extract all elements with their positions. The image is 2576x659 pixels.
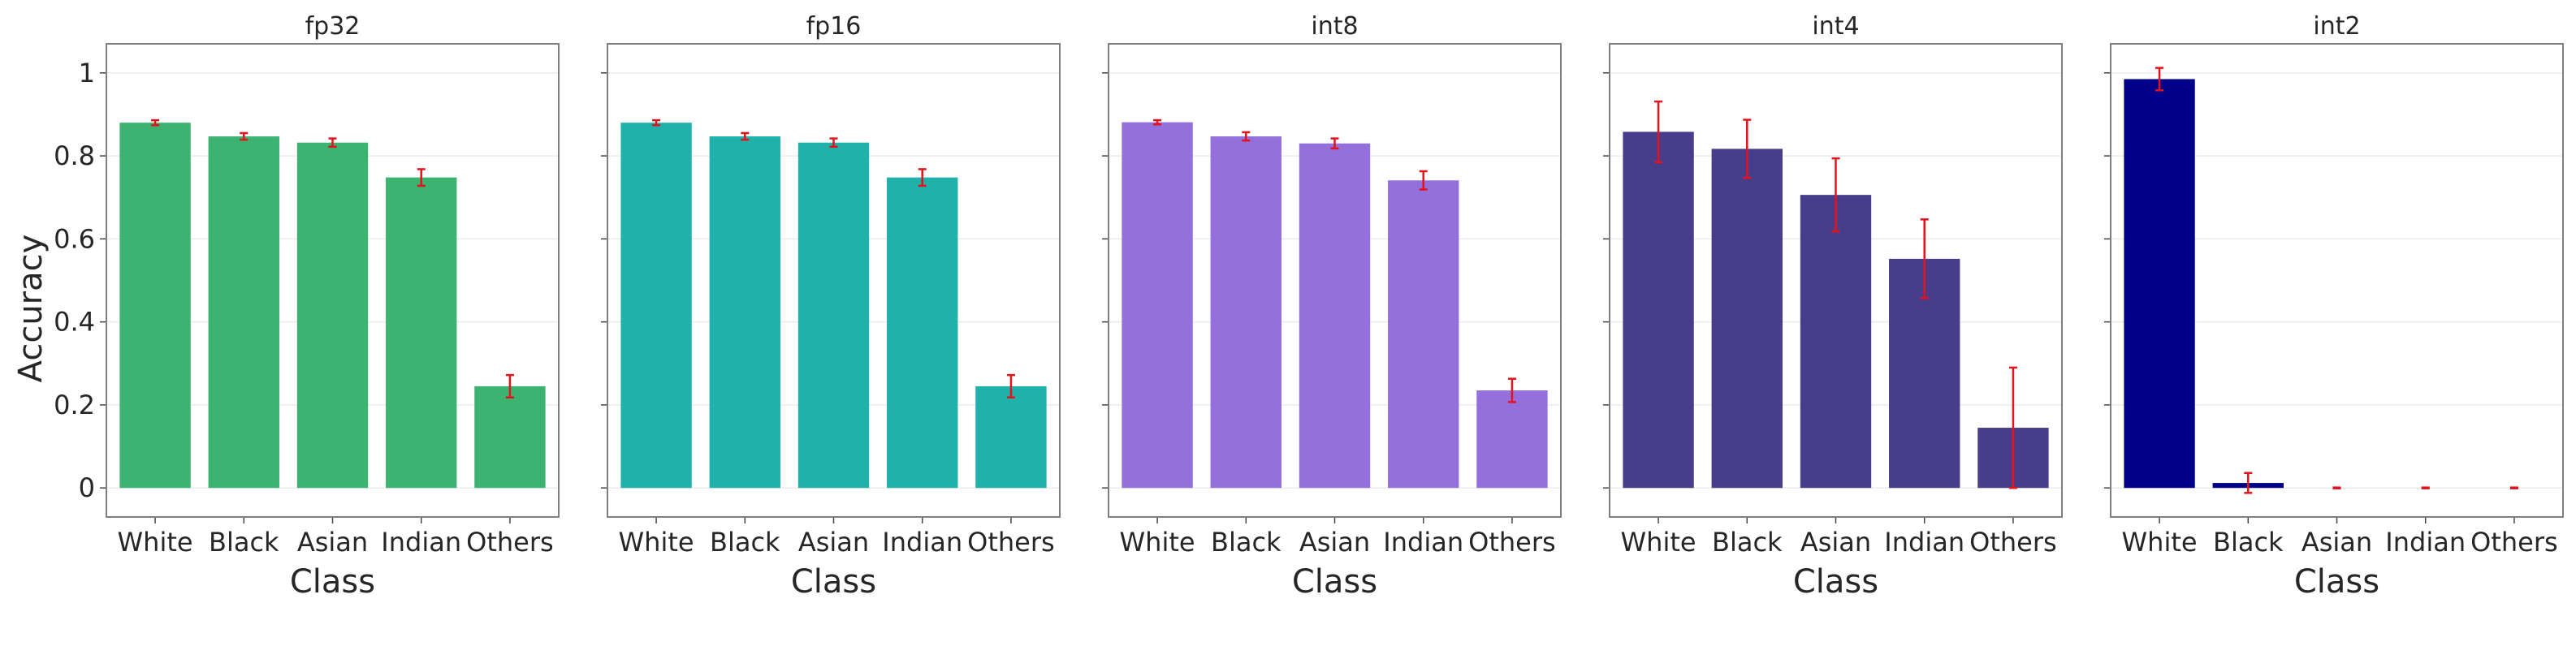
bar-black xyxy=(709,136,780,489)
panel-title: int8 xyxy=(1311,12,1358,41)
bar-others xyxy=(1476,390,1548,489)
x-tick-label: Others xyxy=(1468,527,1556,558)
x-tick-label: Asian xyxy=(2302,527,2372,558)
x-tick-label: Black xyxy=(2213,527,2284,558)
chart-panel-fp16: White Black Asian Indian Others fp16 Class xyxy=(601,12,1061,601)
bar-black xyxy=(1711,149,1783,489)
x-axis-label: Class xyxy=(2294,563,2379,601)
bar-white xyxy=(119,123,191,489)
x-axis-label: Class xyxy=(1292,563,1377,601)
plot-frame xyxy=(2110,43,2564,518)
bar-white xyxy=(1623,131,1694,489)
bar-others xyxy=(474,385,546,489)
bar-white xyxy=(1122,122,1193,489)
x-axis-label: Class xyxy=(290,563,375,601)
bar-white xyxy=(620,123,692,489)
bar-indian xyxy=(887,177,958,489)
x-tick-label: Black xyxy=(209,527,279,558)
bar-asian xyxy=(1800,195,1872,489)
x-axis-label: Class xyxy=(1793,563,1878,601)
x-tick-label: Black xyxy=(710,527,780,558)
bar-asian xyxy=(797,142,870,489)
bar-white xyxy=(2124,79,2195,489)
panel-title: fp32 xyxy=(305,12,361,41)
x-tick-label: Others xyxy=(466,527,554,558)
x-tick-label: Asian xyxy=(1800,527,1871,558)
bar-indian xyxy=(1388,180,1459,489)
bar-asian xyxy=(1299,143,1371,489)
bar-asian xyxy=(296,142,369,489)
y-tick-label: 0.4 xyxy=(54,307,95,338)
bar-black xyxy=(1210,136,1282,489)
panel-title: int2 xyxy=(2313,12,2360,41)
x-tick-label: Indian xyxy=(381,527,461,558)
chart-panel-int8: White Black Asian Indian Others int8 Class xyxy=(1102,12,1562,601)
bar-others xyxy=(975,385,1047,489)
y-tick-label: 0 xyxy=(79,472,95,503)
x-tick-label: Others xyxy=(2470,527,2558,558)
y-tick-label: 0.2 xyxy=(54,390,95,420)
plot-frame xyxy=(1108,43,1562,518)
plot-frame xyxy=(607,43,1061,518)
y-tick-label: 0.6 xyxy=(54,223,95,254)
x-tick-label: Indian xyxy=(2385,527,2466,558)
x-tick-label: White xyxy=(118,527,193,558)
x-tick-label: Indian xyxy=(882,527,962,558)
y-tick-label: 0.8 xyxy=(54,140,95,171)
x-tick-label: Asian xyxy=(1299,527,1370,558)
chart-panel-fp32: White Black Asian Indian Others 0 0.2 0.4 0.6 0.8… xyxy=(54,12,560,601)
y-axis-label: Accuracy xyxy=(12,235,50,383)
x-tick-label: White xyxy=(1120,527,1195,558)
x-axis-label: Class xyxy=(791,563,876,601)
panel-title: int4 xyxy=(1812,12,1859,41)
x-tick-label: Indian xyxy=(1884,527,1964,558)
x-tick-label: Others xyxy=(967,527,1055,558)
x-tick-label: White xyxy=(619,527,694,558)
x-tick-label: Others xyxy=(1969,527,2057,558)
x-tick-label: Indian xyxy=(1383,527,1463,558)
x-tick-label: Asian xyxy=(297,527,368,558)
chart-panel-int2: White Black Asian Indian Others int2 Class xyxy=(2104,12,2564,601)
panels: White Black Asian Indian Others00.20.40.60.8… xyxy=(54,12,2564,601)
x-tick-label: White xyxy=(1621,527,1696,558)
bar-black xyxy=(208,136,279,489)
x-tick-label: Black xyxy=(1211,527,1282,558)
plot-frame xyxy=(106,43,560,518)
x-tick-label: White xyxy=(2122,527,2198,558)
chart-panel-int4: White Black Asian Indian Others int4 Class xyxy=(1603,12,2063,601)
x-tick-label: Black xyxy=(1712,527,1783,558)
plot-frame xyxy=(1609,43,2063,518)
y-tick-label: 1 xyxy=(79,58,95,88)
panel-title: fp16 xyxy=(806,12,862,41)
x-tick-label: Asian xyxy=(798,527,869,558)
bar-indian xyxy=(386,177,457,489)
